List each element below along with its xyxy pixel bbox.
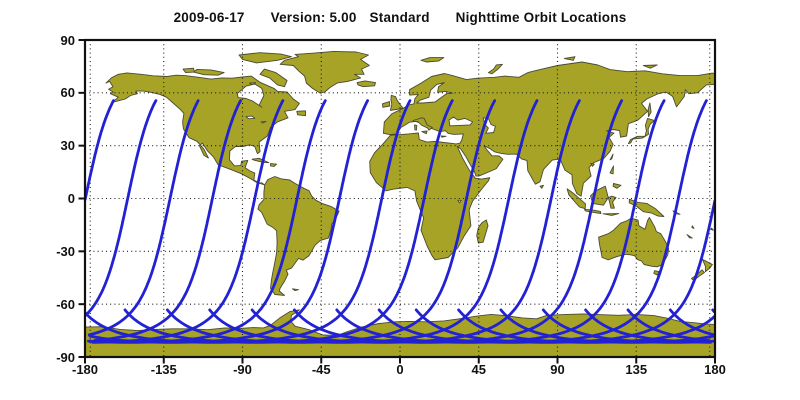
plot-title: 2009-06-17 Version: 5.00 Standard Nighttime… (85, 10, 715, 28)
x-tick-label: 180 (704, 362, 726, 377)
landmass (701, 258, 713, 273)
landmass (414, 124, 418, 131)
landmass (609, 153, 614, 161)
x-tick-label: -90 (233, 362, 252, 377)
landmass (279, 50, 370, 94)
landmass (584, 208, 602, 214)
grid-lines (85, 40, 715, 357)
x-tick-label: -180 (71, 362, 99, 377)
landmass (476, 219, 489, 244)
y-tick-label: -60 (56, 296, 75, 312)
landmass (369, 61, 715, 261)
landmass (647, 102, 652, 118)
x-tick-label: 135 (625, 362, 648, 377)
x-tick-label: 0 (396, 362, 404, 377)
x-tick-label: -45 (311, 362, 331, 377)
title-version: Version: 5.00 (270, 10, 357, 25)
landmass (539, 184, 544, 189)
landmass (691, 225, 695, 229)
orbit-track (377, 99, 708, 344)
landmass (564, 56, 576, 61)
inland-sea (236, 83, 265, 108)
landmass (598, 217, 670, 268)
landmass (412, 117, 433, 131)
title-date: 2009-06-17 (173, 10, 245, 25)
orbit-track (85, 99, 715, 344)
landmass (607, 195, 617, 209)
landmass (238, 52, 292, 64)
landmass (590, 162, 595, 167)
title-mode: Standard (369, 10, 430, 25)
inland-sea (245, 115, 256, 120)
landmass (566, 188, 586, 210)
landmass (296, 110, 306, 117)
landmass (251, 157, 270, 164)
landmass (291, 288, 299, 292)
landmass (421, 130, 428, 135)
landmass (602, 213, 620, 216)
axes-frame (83, 38, 717, 359)
orbit-track (88, 99, 715, 344)
y-tick-label: -30 (56, 243, 75, 259)
x-tick-label: 90 (550, 362, 565, 377)
plot-frame (78, 38, 717, 364)
y-tick-label: -90 (56, 349, 75, 365)
landmass (257, 176, 340, 296)
landmass (710, 227, 714, 231)
orbit-track (85, 99, 715, 344)
landmass (612, 183, 622, 189)
landmass (259, 68, 288, 88)
y-tick-label: 0 (67, 191, 75, 206)
landmass (440, 135, 447, 138)
landmass (686, 234, 693, 239)
inland-sea (448, 116, 474, 127)
orbit-track (93, 99, 715, 344)
inland-sea (457, 199, 462, 204)
landmass (389, 94, 404, 111)
x-tick-label: -135 (150, 362, 177, 377)
x-tick-label: 45 (471, 362, 486, 377)
landmass (270, 163, 278, 167)
landmass (382, 101, 391, 108)
landmass (642, 64, 658, 69)
landmass (420, 57, 445, 63)
landmass (609, 165, 614, 175)
orbit-track (87, 99, 710, 344)
landmass (653, 270, 660, 276)
inland-sea (260, 120, 267, 124)
landmass (356, 80, 376, 88)
title-name: Nighttime Orbit Locations (455, 10, 627, 25)
orbit-tracks (85, 99, 715, 344)
landmass (182, 67, 195, 74)
landmass (487, 63, 503, 75)
y-tick-label: 60 (60, 85, 75, 101)
y-tick-label: 30 (60, 138, 75, 154)
landmass (193, 68, 225, 76)
world-land (85, 50, 715, 357)
y-tick-label: 90 (60, 32, 75, 48)
